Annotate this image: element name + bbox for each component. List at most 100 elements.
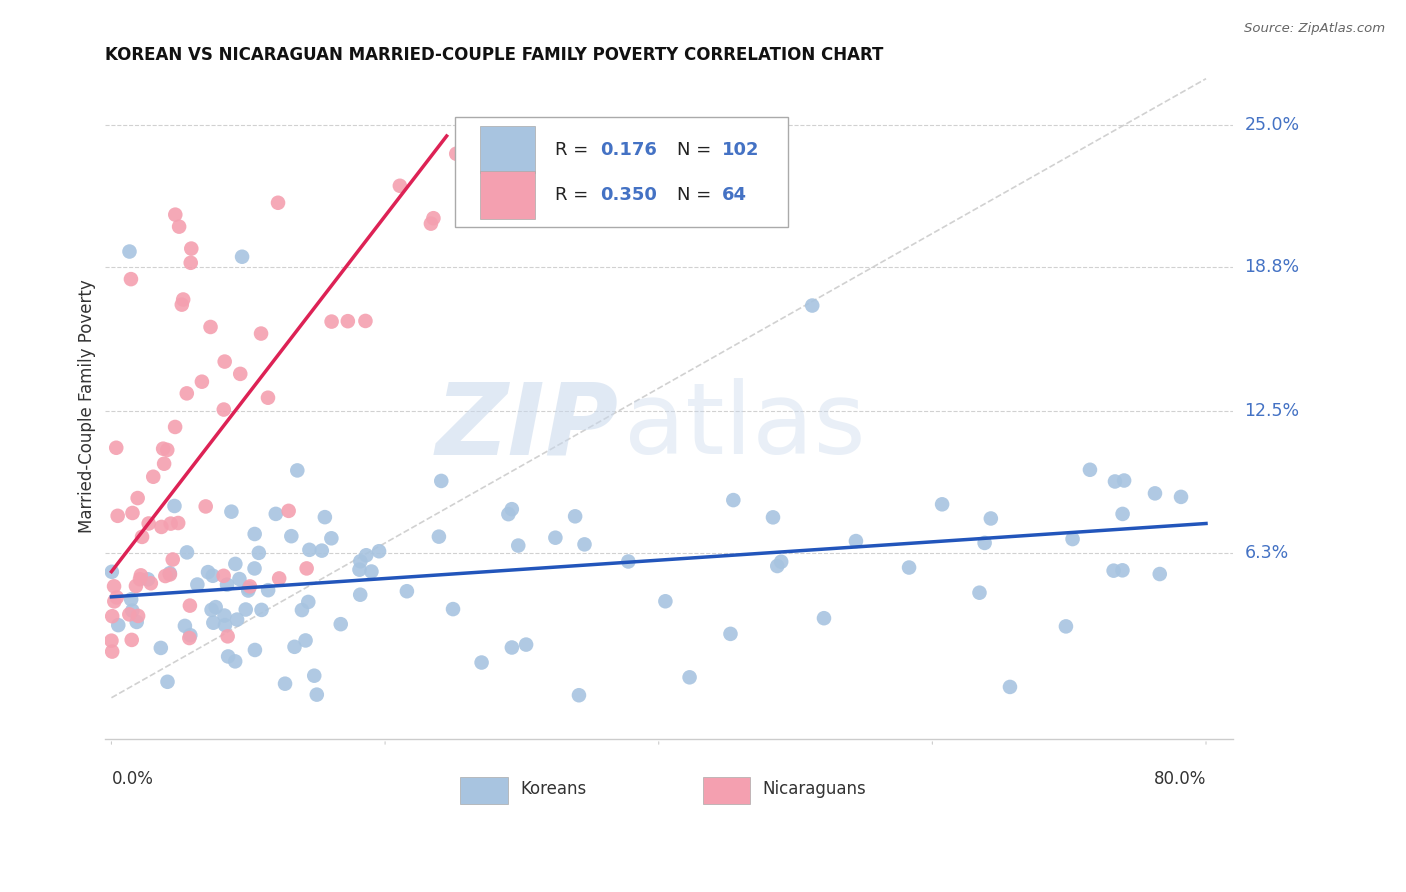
- Point: [101, 609, 124, 624]
- Point: [243, 643, 266, 657]
- Point: [654, 594, 676, 608]
- Point: [239, 579, 262, 593]
- Point: [770, 555, 793, 569]
- Point: [264, 507, 287, 521]
- Point: [127, 608, 149, 623]
- Text: 18.8%: 18.8%: [1244, 258, 1299, 276]
- Point: [1114, 474, 1136, 488]
- Point: [762, 510, 785, 524]
- Point: [314, 510, 336, 524]
- Point: [156, 674, 179, 689]
- Text: atlas: atlas: [624, 378, 866, 475]
- Point: [243, 561, 266, 575]
- Point: [170, 298, 193, 312]
- Point: [311, 543, 333, 558]
- Point: [723, 493, 745, 508]
- Point: [156, 442, 179, 457]
- Point: [103, 594, 125, 608]
- Point: [197, 565, 219, 579]
- Point: [250, 326, 273, 341]
- Point: [427, 530, 450, 544]
- Point: [446, 146, 468, 161]
- Point: [165, 420, 187, 434]
- Point: [274, 676, 297, 690]
- Point: [283, 640, 305, 654]
- Point: [280, 529, 302, 543]
- Point: [107, 508, 129, 523]
- Point: [515, 638, 537, 652]
- Point: [105, 441, 128, 455]
- Point: [422, 211, 444, 226]
- Point: [360, 565, 382, 579]
- Point: [305, 688, 328, 702]
- Point: [998, 680, 1021, 694]
- Point: [204, 600, 226, 615]
- Text: 64: 64: [723, 186, 747, 204]
- Text: Source: ZipAtlas.com: Source: ZipAtlas.com: [1244, 22, 1385, 36]
- Point: [368, 544, 391, 558]
- Text: 0.176: 0.176: [600, 141, 657, 159]
- Point: [162, 552, 184, 566]
- Point: [221, 505, 243, 519]
- FancyBboxPatch shape: [481, 126, 534, 173]
- Point: [172, 293, 194, 307]
- Point: [845, 534, 868, 549]
- Text: ZIP: ZIP: [436, 378, 619, 475]
- Point: [179, 628, 201, 642]
- Point: [107, 618, 129, 632]
- Point: [127, 491, 149, 505]
- Point: [257, 583, 280, 598]
- Point: [120, 592, 142, 607]
- Point: [801, 299, 824, 313]
- FancyBboxPatch shape: [703, 777, 751, 804]
- Point: [354, 548, 377, 562]
- Point: [304, 669, 326, 683]
- Point: [294, 633, 316, 648]
- Text: R =: R =: [555, 141, 588, 159]
- Point: [564, 509, 586, 524]
- Text: 6.3%: 6.3%: [1244, 544, 1289, 562]
- Point: [202, 615, 225, 630]
- Text: KOREAN VS NICARAGUAN MARRIED-COUPLE FAMILY POVERTY CORRELATION CHART: KOREAN VS NICARAGUAN MARRIED-COUPLE FAMI…: [104, 46, 883, 64]
- Text: 0.0%: 0.0%: [111, 770, 153, 788]
- Text: 0.350: 0.350: [600, 186, 657, 204]
- Point: [349, 563, 371, 577]
- Point: [354, 314, 377, 328]
- Point: [238, 583, 260, 598]
- Point: [495, 148, 517, 162]
- Point: [226, 613, 249, 627]
- Point: [176, 545, 198, 559]
- Point: [269, 571, 291, 585]
- Point: [201, 568, 224, 582]
- Point: [224, 557, 246, 571]
- Point: [180, 242, 202, 256]
- Text: R =: R =: [555, 186, 588, 204]
- FancyBboxPatch shape: [454, 118, 787, 227]
- Point: [191, 375, 214, 389]
- Point: [229, 367, 252, 381]
- Point: [215, 577, 238, 591]
- Point: [395, 584, 418, 599]
- Point: [167, 516, 190, 530]
- Point: [179, 599, 201, 613]
- Point: [349, 588, 371, 602]
- Point: [247, 546, 270, 560]
- Point: [617, 554, 640, 568]
- Point: [159, 567, 181, 582]
- Point: [152, 442, 174, 456]
- Point: [1170, 490, 1192, 504]
- Point: [430, 474, 453, 488]
- Point: [105, 591, 128, 605]
- Point: [1102, 564, 1125, 578]
- Point: [142, 469, 165, 483]
- Point: [498, 507, 520, 521]
- Point: [678, 670, 700, 684]
- Point: [766, 559, 789, 574]
- Text: 80.0%: 80.0%: [1154, 770, 1206, 788]
- Text: 102: 102: [723, 141, 759, 159]
- Point: [1078, 463, 1101, 477]
- Point: [1111, 507, 1133, 521]
- Point: [813, 611, 835, 625]
- Point: [174, 619, 197, 633]
- Point: [441, 602, 464, 616]
